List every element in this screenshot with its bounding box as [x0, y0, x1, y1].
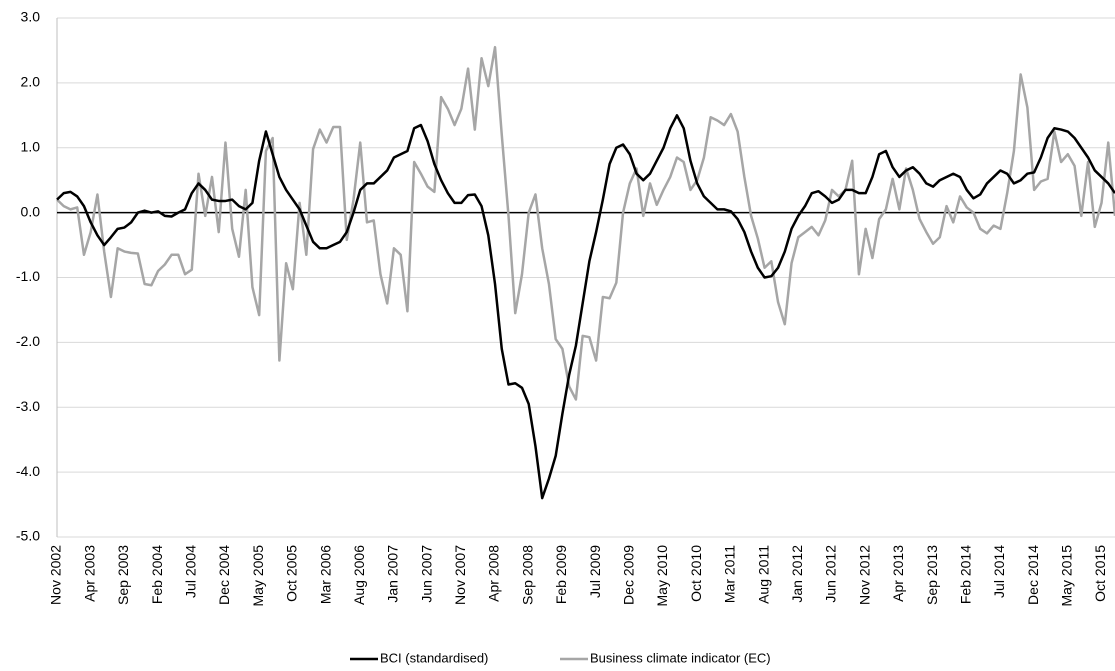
x-tick-label: Jan 2007: [385, 545, 401, 603]
legend-label: BCI (standardised): [380, 650, 488, 665]
x-tick-label: Apr 2003: [81, 545, 97, 602]
x-tick-label: Feb 2014: [957, 545, 973, 604]
x-tick-label: Oct 2005: [284, 545, 300, 602]
x-tick-label: Jun 2012: [823, 545, 839, 603]
x-tick-label: Aug 2006: [351, 545, 367, 605]
x-tick-label: Jun 2007: [418, 545, 434, 603]
x-tick-label: Feb 2004: [149, 545, 165, 604]
y-tick-label: 2.0: [21, 74, 41, 90]
x-tick-label: Dec 2004: [216, 545, 232, 605]
y-tick-label: 0.0: [21, 203, 41, 219]
x-tick-label: May 2015: [1059, 545, 1075, 607]
x-tick-label: Sep 2013: [924, 545, 940, 605]
series-line: [56, 45, 1115, 401]
y-tick-label: -4.0: [16, 463, 40, 479]
y-tick-label: -1.0: [16, 268, 40, 284]
x-tick-label: Jul 2014: [991, 545, 1007, 598]
x-tick-label: Dec 2014: [1025, 545, 1041, 605]
x-tick-label: Aug 2011: [755, 545, 771, 604]
x-tick-label: Nov 2007: [452, 545, 468, 605]
x-tick-label: Sep 2003: [115, 545, 131, 605]
x-tick-label: Nov 2002: [48, 545, 64, 605]
x-tick-label: Apr 2013: [890, 545, 906, 602]
series-line: [56, 114, 1115, 500]
x-tick-label: Mar 2011: [722, 545, 738, 603]
x-tick-label: May 2005: [250, 545, 266, 607]
x-tick-label: Dec 2009: [621, 545, 637, 605]
x-tick-label: Jan 2012: [789, 545, 805, 603]
x-tick-label: Jul 2004: [182, 545, 198, 598]
x-tick-label: Apr 2008: [486, 545, 502, 602]
x-tick-label: Nov 2012: [856, 545, 872, 605]
x-tick-label: Oct 2015: [1092, 545, 1108, 602]
x-tick-label: Feb 2009: [553, 545, 569, 604]
y-tick-label: -5.0: [16, 528, 40, 544]
x-tick-label: Mar 2006: [317, 545, 333, 604]
legend-label: Business climate indicator (EC): [590, 650, 771, 665]
x-tick-label: Sep 2008: [519, 545, 535, 605]
y-tick-label: -2.0: [16, 333, 40, 349]
x-tick-label: Jul 2009: [587, 545, 603, 598]
x-tick-label: Oct 2010: [688, 545, 704, 602]
y-tick-label: -3.0: [16, 398, 40, 414]
y-tick-label: 3.0: [21, 9, 41, 25]
y-tick-label: 1.0: [21, 138, 41, 154]
x-tick-label: May 2010: [654, 545, 670, 607]
